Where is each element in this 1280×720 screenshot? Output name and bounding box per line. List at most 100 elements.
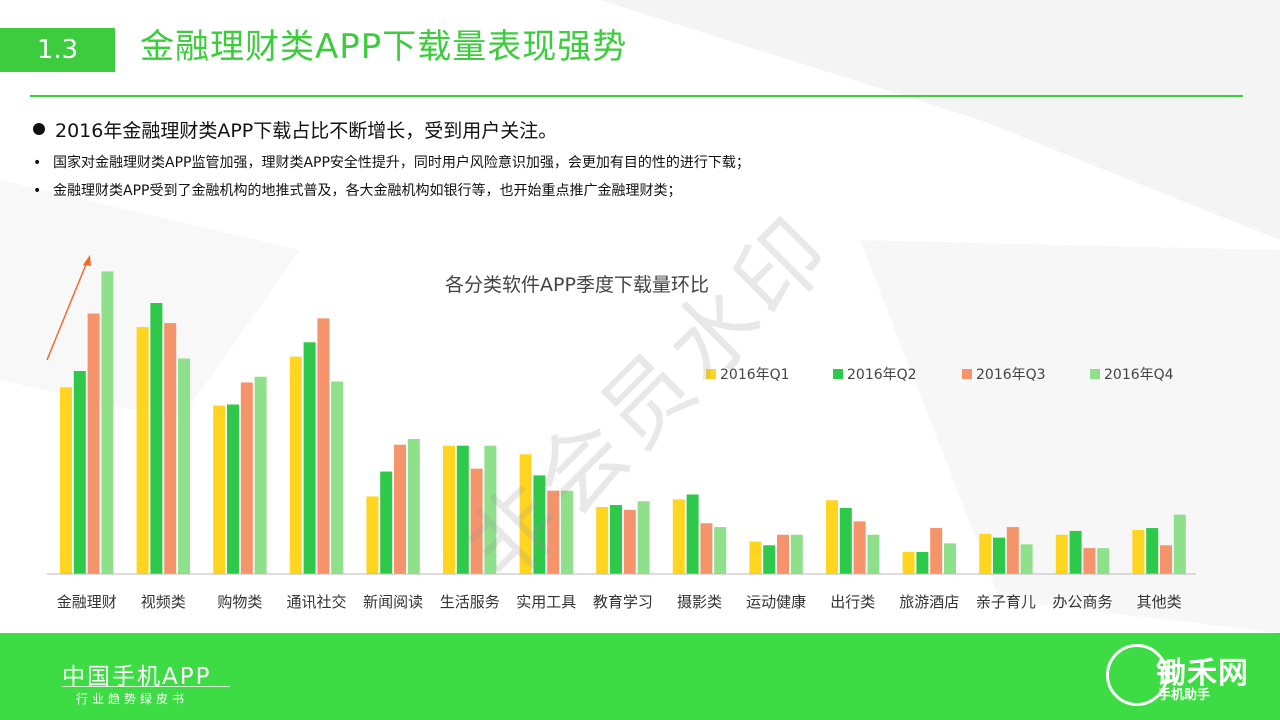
sub-bullet-text: 国家对金融理财类APP监管加强，理财类APP安全性提升，同时用户风险意识加强，会… (53, 155, 750, 171)
page-title: 金融理财类APP下载量表现强势 (140, 27, 628, 67)
legend-label: 2016年Q1 (720, 367, 790, 383)
bar-4 (254, 376, 267, 574)
bar-3 (87, 313, 100, 574)
trend-arrow-line (46, 261, 88, 361)
bar-4 (178, 358, 190, 574)
x-tick-label: 运动健康 (746, 593, 806, 611)
bar-4 (484, 445, 497, 574)
logo-emblem-icon (1106, 644, 1168, 706)
footer-bar (0, 633, 1280, 720)
section-number: 1.3 (0, 28, 115, 72)
bar-1 (443, 445, 455, 574)
bar-1 (519, 454, 532, 574)
bar-3 (700, 523, 713, 574)
bar-2 (1069, 530, 1082, 574)
bar-1 (1055, 534, 1068, 574)
bar-4 (714, 527, 727, 574)
bar-3 (317, 318, 330, 574)
bar-2 (73, 370, 86, 574)
main-bullet: 2016年金融理财类APP下载占比不断增长，受到用户关注。 (33, 117, 557, 145)
x-tick-label: 教育学习 (593, 593, 653, 611)
bar-1 (1132, 529, 1145, 574)
bar-2 (763, 545, 776, 574)
bar-1 (289, 356, 302, 574)
bar-2 (380, 471, 393, 574)
bar-1 (979, 533, 992, 574)
bar-3 (164, 323, 177, 574)
sub-bullet-text: 金融理财类APP受到了金融机构的地推式普及，各大金融机构如银行等，也开始重点推广… (53, 183, 682, 199)
x-tick-label: 旅游酒店 (899, 593, 959, 611)
legend-label: 2016年Q3 (976, 367, 1046, 383)
legend-swatch (1090, 369, 1100, 379)
bar-4 (867, 534, 880, 574)
bar-3 (1160, 545, 1172, 574)
x-tick-label: 视频类 (141, 593, 186, 611)
bar-2 (303, 342, 316, 574)
bar-1 (826, 500, 838, 574)
x-tick-label: 金融理财 (57, 593, 117, 611)
bar-3 (853, 521, 866, 574)
x-tick-label: 办公商务 (1052, 593, 1112, 611)
bar-1 (902, 551, 915, 574)
bar-3 (777, 534, 789, 574)
bar-2 (1146, 528, 1159, 574)
site-logo[interactable]: 锄禾网 手机助手 (1098, 640, 1268, 714)
bar-2 (916, 551, 929, 574)
logo-text: 锄禾网 (1156, 656, 1249, 691)
bar-1 (136, 326, 149, 574)
bar-1 (596, 506, 609, 574)
main-bullet-text: 2016年金融理财类APP下载占比不断增长，受到用户关注。 (55, 120, 558, 142)
bar-2 (686, 494, 699, 574)
bar-1 (213, 405, 226, 574)
bar-2 (150, 303, 163, 574)
bullet-dot-icon (33, 123, 45, 135)
legend-label: 2016年Q4 (1104, 367, 1174, 383)
trend-arrow-head-icon (83, 255, 91, 266)
bar-4 (331, 381, 344, 574)
bar-3 (1006, 527, 1019, 574)
bar-1 (749, 541, 762, 574)
footer-brand: 中国手机APP (62, 664, 212, 690)
bar-1 (672, 499, 685, 574)
x-tick-label: 其他类 (1137, 593, 1182, 611)
x-tick-label: 实用工具 (516, 593, 576, 611)
x-tick-label: 生活服务 (440, 593, 500, 611)
x-tick-label: 通讯社交 (286, 593, 346, 611)
bar-3 (623, 509, 636, 574)
bar-4 (101, 271, 114, 574)
footer-brand-subtitle: 行业趋势绿皮书 (76, 692, 189, 706)
x-tick-label: 亲子育儿 (976, 593, 1036, 611)
legend-swatch (833, 369, 843, 379)
bar-2 (456, 445, 469, 574)
title-divider (30, 95, 1243, 97)
bar-4 (944, 543, 956, 574)
logo-subtext: 手机助手 (1158, 688, 1211, 703)
bar-3 (394, 444, 406, 574)
bar-3 (470, 468, 483, 574)
chart-title: 各分类软件APP季度下载量环比 (445, 274, 709, 296)
bar-4 (407, 438, 420, 574)
bar-3 (547, 490, 560, 574)
x-tick-label: 摄影类 (677, 593, 722, 611)
bar-2 (993, 537, 1005, 574)
x-tick-label: 出行类 (830, 593, 875, 611)
bar-3 (930, 528, 943, 574)
footer-brand-divider (62, 686, 230, 687)
bar-4 (1020, 544, 1033, 574)
sub-bullet: • 金融理财类APP受到了金融机构的地推式普及，各大金融机构如银行等，也开始重点推… (33, 180, 681, 202)
legend-swatch (962, 369, 972, 379)
legend-label: 2016年Q2 (847, 367, 917, 383)
bar-2 (227, 404, 239, 574)
bar-2 (839, 507, 852, 574)
bar-2 (533, 475, 546, 574)
bar-4 (637, 501, 650, 574)
legend-swatch (706, 369, 716, 379)
bar-2 (610, 505, 622, 574)
x-tick-label: 购物类 (217, 593, 262, 611)
bar-4 (1173, 514, 1186, 574)
bar-4 (1097, 548, 1110, 574)
bar-3 (1083, 548, 1096, 574)
bar-1 (60, 387, 72, 574)
bar-4 (561, 490, 573, 574)
